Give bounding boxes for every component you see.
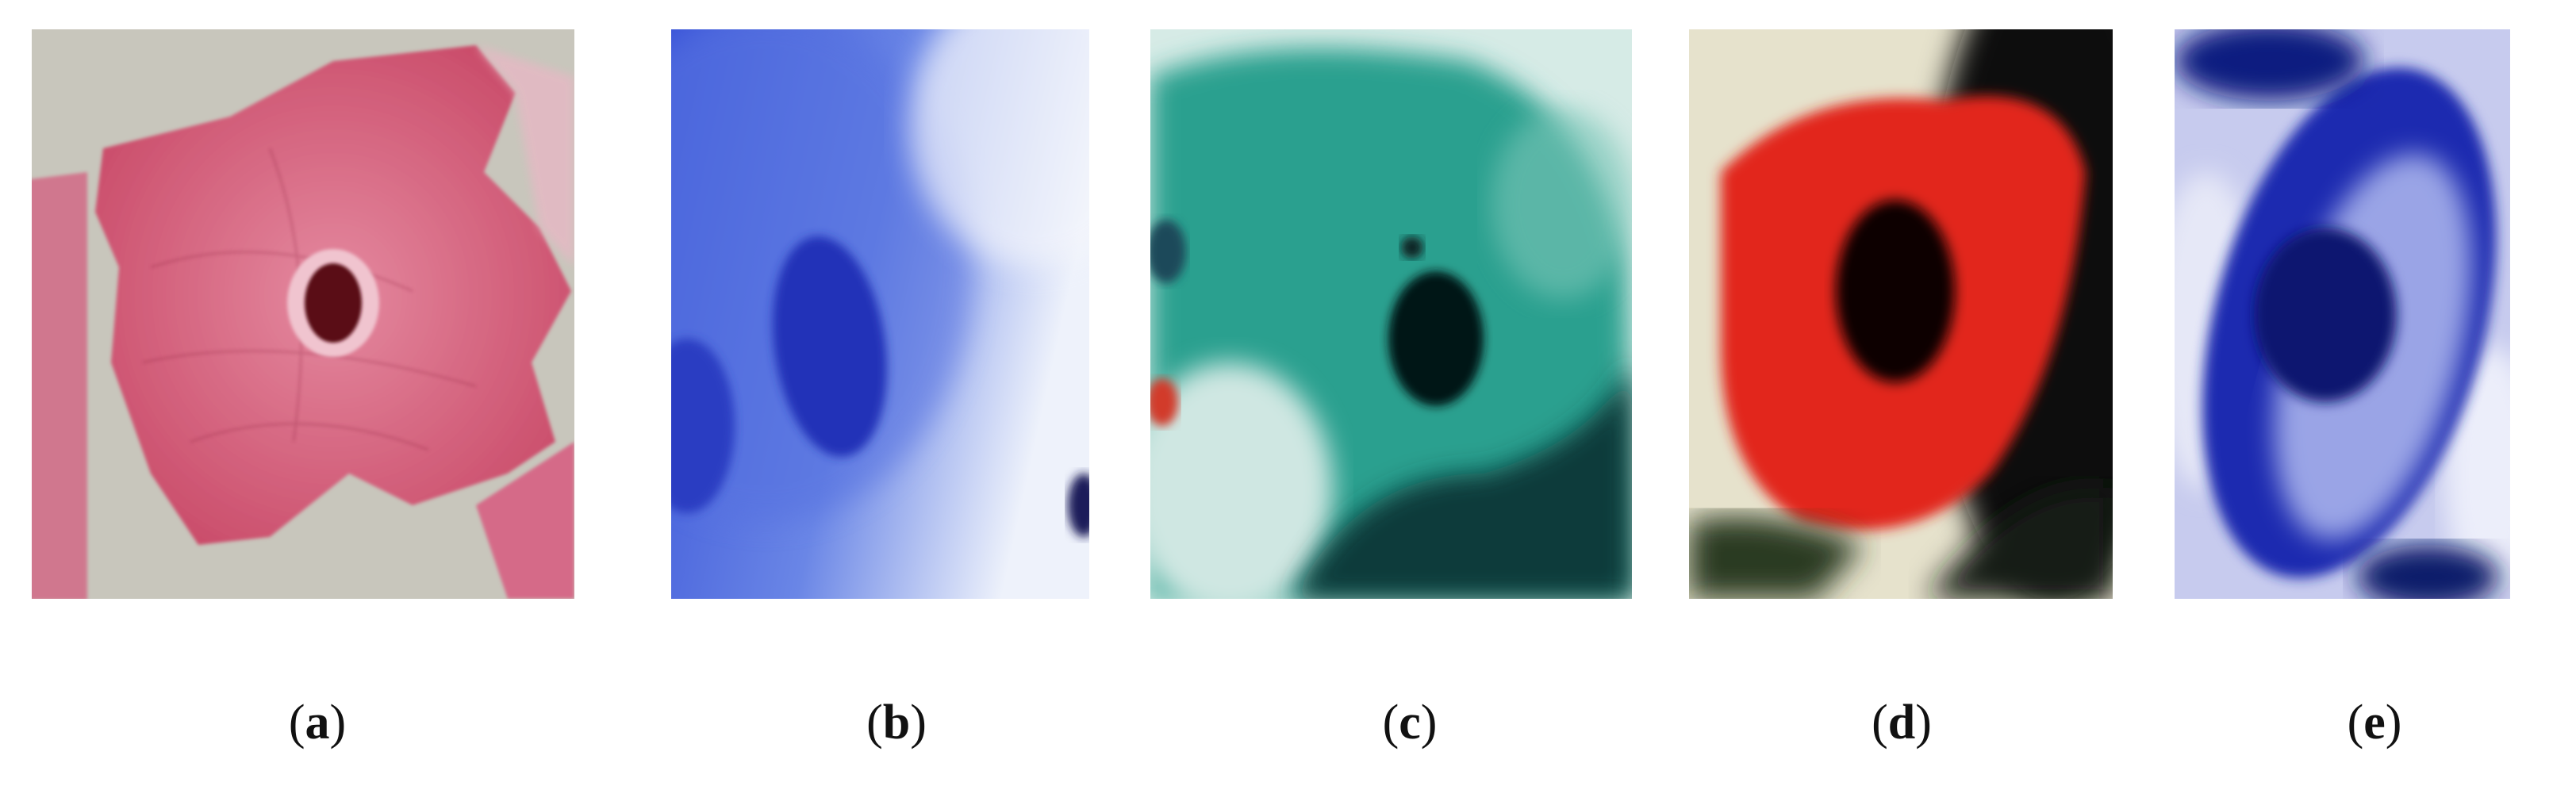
caption-e: (e): [2347, 696, 2402, 750]
caption-letter-a: a: [305, 696, 330, 750]
caption-letter-c: c: [1399, 696, 1421, 750]
cell-image-e: [2175, 29, 2510, 599]
caption-b: (b): [866, 696, 927, 750]
cell-image-c: [1150, 29, 1632, 599]
caption-letter-b: b: [882, 696, 911, 750]
caption-letter-d: d: [1887, 696, 1916, 750]
cell-image-d: [1689, 29, 2113, 599]
caption-a: (a): [288, 696, 347, 750]
caption-d: (d): [1872, 696, 1932, 750]
caption-letter-e: e: [2363, 696, 2386, 750]
cell-image-a: [32, 29, 574, 599]
cell-image-b: [671, 29, 1089, 599]
caption-c: (c): [1382, 696, 1438, 750]
